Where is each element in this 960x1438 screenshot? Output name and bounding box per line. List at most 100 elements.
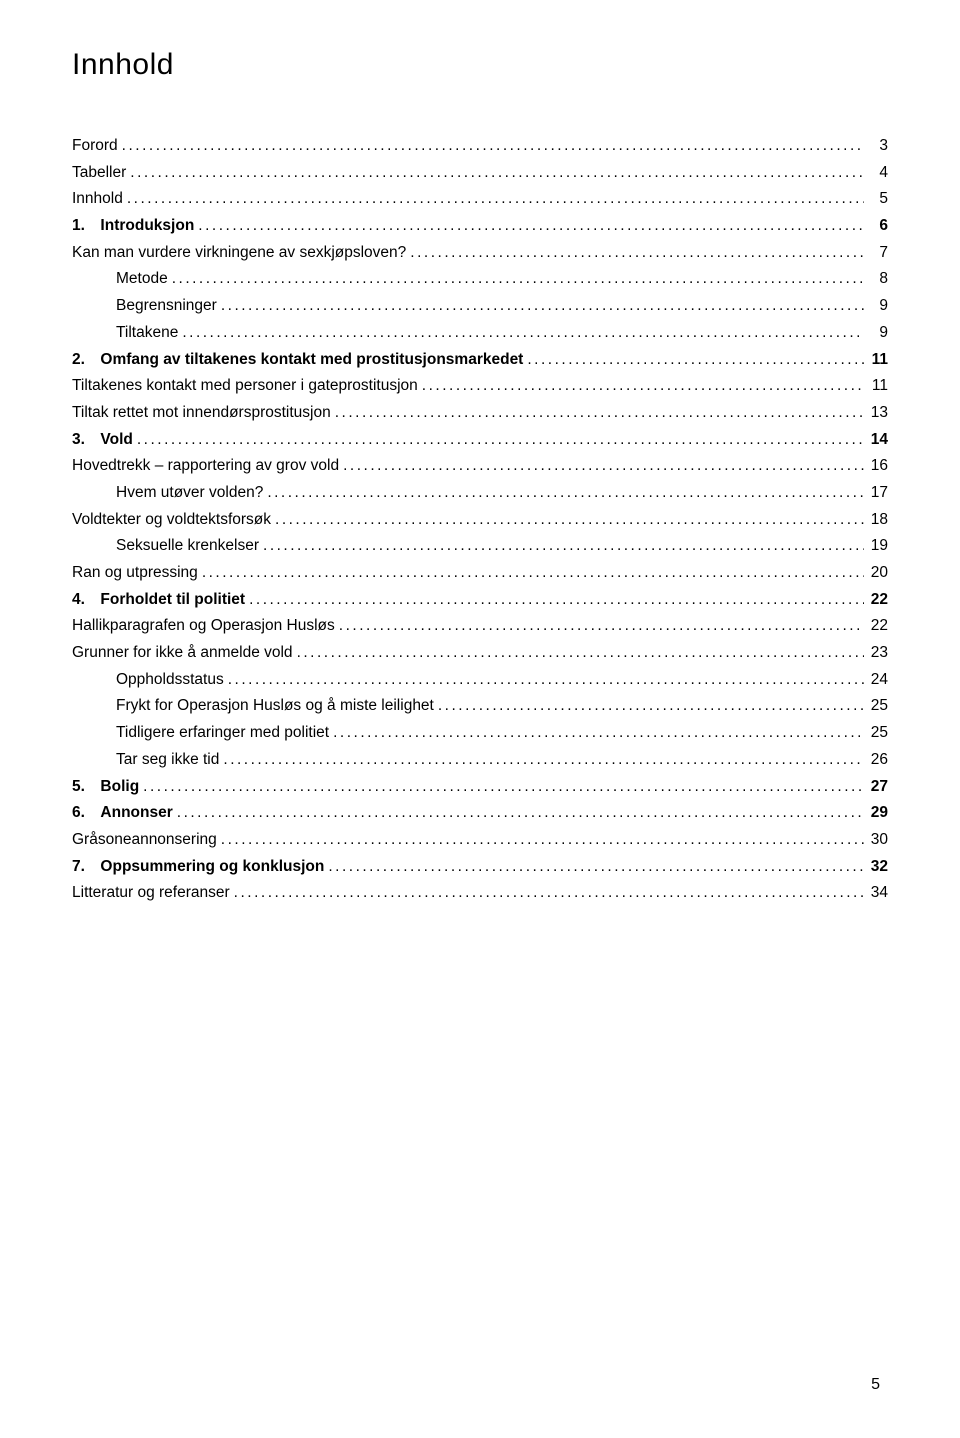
toc-leader bbox=[271, 512, 864, 528]
toc-entry-page: 23 bbox=[864, 645, 888, 661]
toc-leader bbox=[230, 885, 864, 901]
toc-entry: Tiltakenes kontakt med personer i gatepr… bbox=[72, 378, 888, 394]
toc-entry: Metode 8 bbox=[72, 271, 888, 287]
page-number: 5 bbox=[871, 1376, 880, 1394]
toc-leader bbox=[293, 645, 864, 661]
toc-leader bbox=[418, 378, 864, 394]
toc-entry-page: 6 bbox=[864, 218, 888, 234]
toc-entry-label: 3. Vold bbox=[72, 432, 133, 448]
toc-entry-label: 2. Omfang av tiltakenes kontakt med pros… bbox=[72, 352, 523, 368]
toc-leader bbox=[263, 485, 864, 501]
toc-leader bbox=[259, 538, 864, 554]
toc-entry-page: 25 bbox=[864, 725, 888, 741]
toc-entry-label: Frykt for Operasjon Husløs og å miste le… bbox=[116, 698, 434, 714]
toc-leader bbox=[523, 352, 864, 368]
toc-entry-label: 5. Bolig bbox=[72, 779, 139, 795]
toc-entry-page: 11 bbox=[864, 352, 888, 368]
toc-entry: 1. Introduksjon 6 bbox=[72, 218, 888, 234]
toc-entry-label: Seksuelle krenkelser bbox=[116, 538, 259, 554]
toc-entry-label: Ran og utpressing bbox=[72, 565, 198, 581]
toc-entry-label: Hallikparagrafen og Operasjon Husløs bbox=[72, 618, 335, 634]
toc-entry-label: Grunner for ikke å anmelde vold bbox=[72, 645, 293, 661]
toc-leader bbox=[324, 859, 864, 875]
toc-leader bbox=[118, 138, 864, 154]
toc-entry-page: 25 bbox=[864, 698, 888, 714]
toc-entry-label: Tiltak rettet mot innendørsprostitusjon bbox=[72, 405, 331, 421]
toc-entry-page: 9 bbox=[864, 298, 888, 314]
toc-entry-label: 7. Oppsummering og konklusjon bbox=[72, 859, 324, 875]
page-title: Innhold bbox=[72, 48, 888, 82]
toc-entry-label: Begrensninger bbox=[116, 298, 217, 314]
toc-leader bbox=[194, 218, 864, 234]
toc-entry: Oppholdsstatus24 bbox=[72, 672, 888, 688]
toc-entry: Ran og utpressing 20 bbox=[72, 565, 888, 581]
toc-entry-label: Kan man vurdere virkningene av sexkjøpsl… bbox=[72, 245, 406, 261]
toc-leader bbox=[139, 779, 864, 795]
toc-leader bbox=[123, 191, 864, 207]
toc-entry-label: Hovedtrekk – rapportering av grov vold bbox=[72, 458, 339, 474]
toc-entry: 7. Oppsummering og konklusjon 32 bbox=[72, 859, 888, 875]
toc-leader bbox=[173, 805, 864, 821]
toc-entry-page: 17 bbox=[864, 485, 888, 501]
toc-entry-label: Hvem utøver volden? bbox=[116, 485, 263, 501]
toc-leader bbox=[329, 725, 864, 741]
toc-entry-page: 32 bbox=[864, 859, 888, 875]
toc-entry: Tidligere erfaringer med politiet25 bbox=[72, 725, 888, 741]
toc-entry-page: 9 bbox=[864, 325, 888, 341]
toc-leader bbox=[217, 832, 864, 848]
toc-entry: Tar seg ikke tid 26 bbox=[72, 752, 888, 768]
toc-entry-label: 1. Introduksjon bbox=[72, 218, 194, 234]
toc-entry: Kan man vurdere virkningene av sexkjøpsl… bbox=[72, 245, 888, 261]
toc-entry: Grunner for ikke å anmelde vold 23 bbox=[72, 645, 888, 661]
toc-entry: Seksuelle krenkelser 19 bbox=[72, 538, 888, 554]
toc-entry-page: 26 bbox=[864, 752, 888, 768]
toc-leader bbox=[168, 271, 864, 287]
toc-entry: Voldtekter og voldtektsforsøk 18 bbox=[72, 512, 888, 528]
toc-leader bbox=[178, 325, 864, 341]
toc-entry-label: Litteratur og referanser bbox=[72, 885, 230, 901]
toc-entry-label: Innhold bbox=[72, 191, 123, 207]
toc-entry: 3. Vold14 bbox=[72, 432, 888, 448]
toc-entry-page: 24 bbox=[864, 672, 888, 688]
toc-entry-label: Tiltakene bbox=[116, 325, 178, 341]
toc-entry-page: 7 bbox=[864, 245, 888, 261]
toc-entry: Hvem utøver volden? 17 bbox=[72, 485, 888, 501]
toc-entry-page: 11 bbox=[864, 378, 888, 394]
toc-entry: 4. Forholdet til politiet 22 bbox=[72, 592, 888, 608]
toc-leader bbox=[245, 592, 864, 608]
toc-entry: Hovedtrekk – rapportering av grov vold 16 bbox=[72, 458, 888, 474]
toc-leader bbox=[339, 458, 864, 474]
toc-entry-page: 3 bbox=[864, 138, 888, 154]
toc-leader bbox=[198, 565, 864, 581]
toc-entry-label: Tar seg ikke tid bbox=[116, 752, 219, 768]
toc-entry-label: Gråsoneannonsering bbox=[72, 832, 217, 848]
toc-entry-page: 34 bbox=[864, 885, 888, 901]
toc-entry-page: 4 bbox=[864, 165, 888, 181]
toc-entry-label: Tabeller bbox=[72, 165, 126, 181]
toc-leader bbox=[126, 165, 864, 181]
toc-entry-page: 19 bbox=[864, 538, 888, 554]
toc-entry-page: 22 bbox=[864, 592, 888, 608]
toc-entry: Innhold 5 bbox=[72, 191, 888, 207]
toc-leader bbox=[217, 298, 864, 314]
toc-entry-page: 8 bbox=[864, 271, 888, 287]
table-of-contents: Forord3Tabeller4Innhold51. Introduksjon6… bbox=[72, 138, 888, 901]
toc-entry-page: 16 bbox=[864, 458, 888, 474]
toc-entry-label: Voldtekter og voldtektsforsøk bbox=[72, 512, 271, 528]
toc-leader bbox=[331, 405, 864, 421]
toc-entry-label: Tiltakenes kontakt med personer i gatepr… bbox=[72, 378, 418, 394]
toc-entry-label: Metode bbox=[116, 271, 168, 287]
toc-entry-page: 20 bbox=[864, 565, 888, 581]
toc-leader bbox=[133, 432, 864, 448]
toc-leader bbox=[219, 752, 864, 768]
toc-entry-label: 6. Annonser bbox=[72, 805, 173, 821]
toc-entry: Litteratur og referanser 34 bbox=[72, 885, 888, 901]
toc-entry-page: 5 bbox=[864, 191, 888, 207]
toc-entry: 5. Bolig27 bbox=[72, 779, 888, 795]
toc-entry: Frykt for Operasjon Husløs og å miste le… bbox=[72, 698, 888, 714]
toc-entry: 6. Annonser29 bbox=[72, 805, 888, 821]
toc-entry: Begrensninger 9 bbox=[72, 298, 888, 314]
toc-entry-page: 18 bbox=[864, 512, 888, 528]
toc-entry: Gråsoneannonsering30 bbox=[72, 832, 888, 848]
toc-entry-label: 4. Forholdet til politiet bbox=[72, 592, 245, 608]
